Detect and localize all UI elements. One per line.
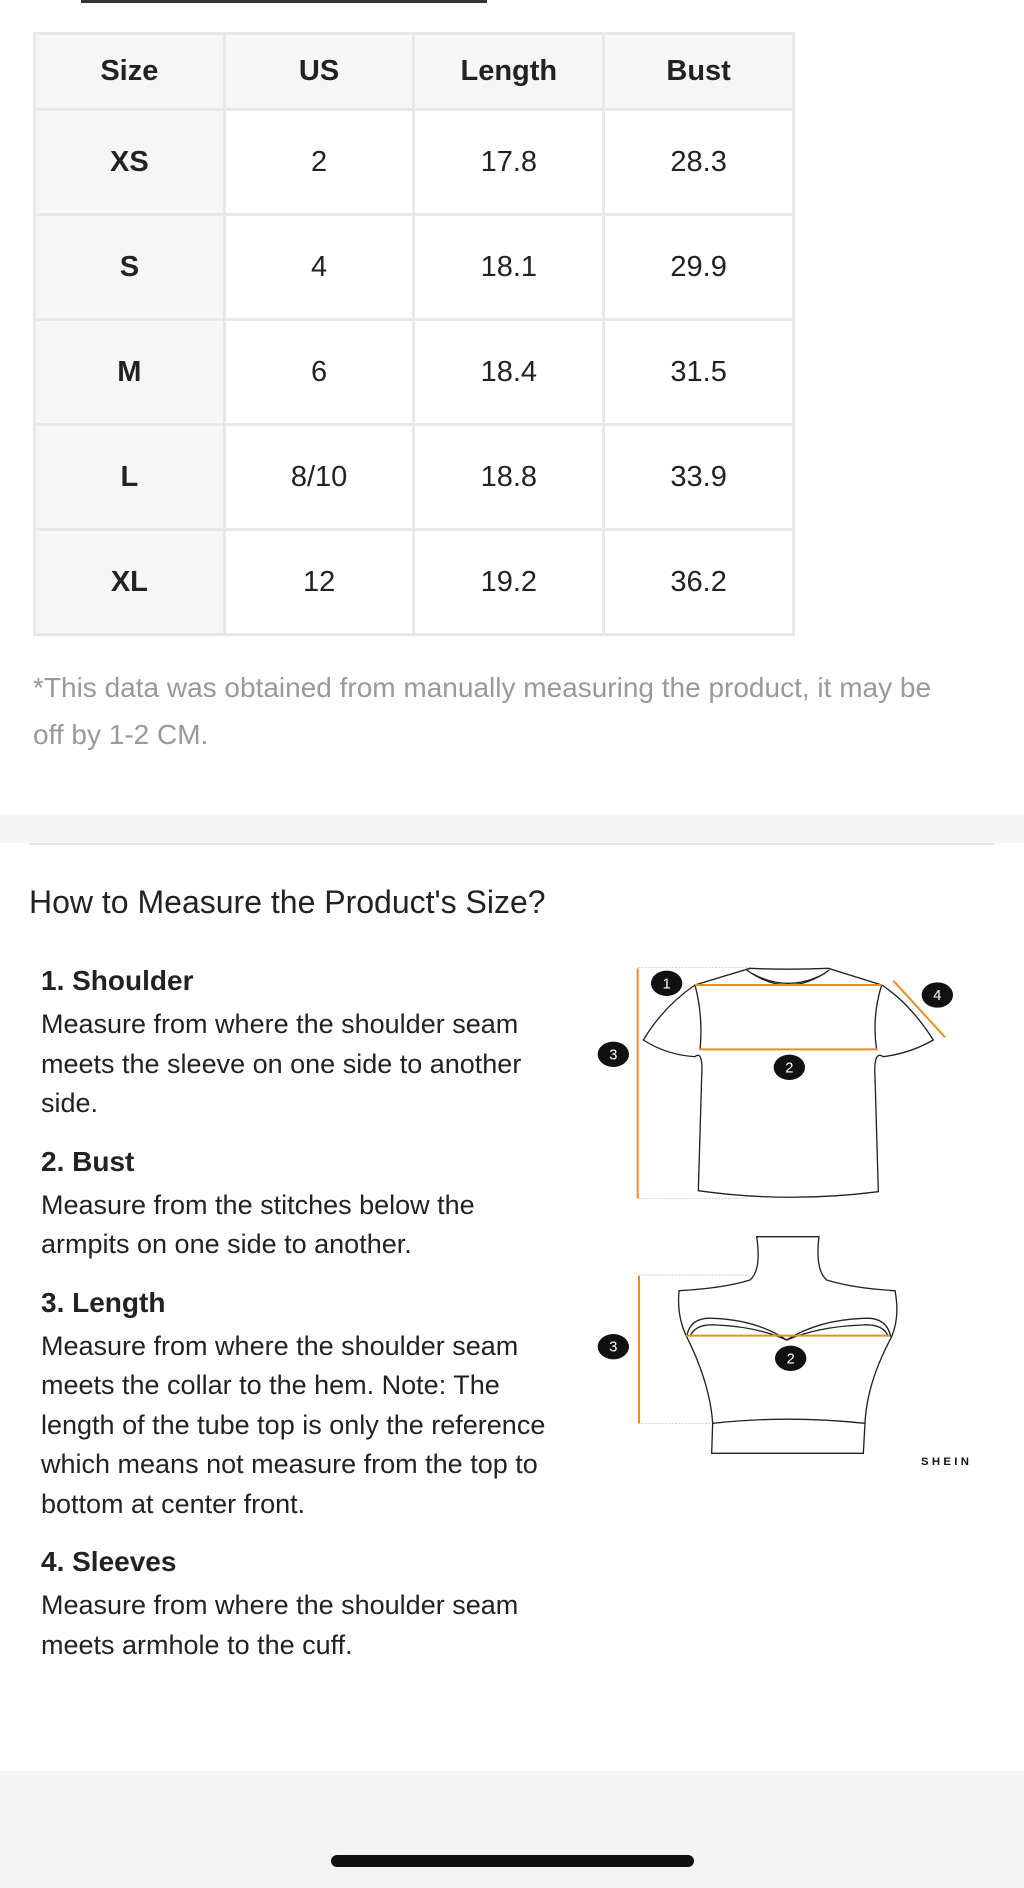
header-length: Length bbox=[412, 32, 606, 111]
marker-number: 2 bbox=[787, 1351, 795, 1367]
marker-number: 1 bbox=[663, 976, 671, 992]
step-text: Measure from where the shoulder seam mee… bbox=[41, 1590, 519, 1660]
tshirt-illustration bbox=[638, 967, 935, 1199]
cell-us: 4 bbox=[222, 213, 416, 321]
step-text: Measure from where the shoulder seam mee… bbox=[41, 1009, 522, 1118]
table-row: XS 2 17.8 28.3 bbox=[33, 108, 795, 216]
section-divider bbox=[0, 815, 1024, 843]
table-row: S 4 18.1 29.9 bbox=[33, 213, 795, 321]
step-title: 1. Shoulder bbox=[41, 965, 194, 996]
home-indicator[interactable] bbox=[331, 1855, 694, 1867]
marker-1-badge: 1 bbox=[651, 970, 683, 996]
step-sleeves: 4. Sleeves Measure from where the shoulde… bbox=[41, 1546, 561, 1665]
marker-4-badge: 4 bbox=[921, 982, 953, 1008]
table-row: XL 12 19.2 36.2 bbox=[33, 528, 795, 636]
cell-us: 2 bbox=[222, 108, 416, 216]
cell-length: 18.1 bbox=[412, 213, 606, 321]
sleeve-line bbox=[892, 979, 946, 1039]
section-title: How to Measure the Product's Size? bbox=[29, 884, 546, 920]
step-shoulder: 1. Shoulder Measure from where the should… bbox=[41, 965, 561, 1124]
table-header-row: Size US Length Bust bbox=[33, 32, 795, 111]
table-row: M 6 18.4 31.5 bbox=[33, 318, 795, 426]
step-text: Measure from the stitches below the armp… bbox=[41, 1189, 475, 1260]
brand-logo: SHEIN bbox=[921, 1456, 972, 1468]
header-size: Size bbox=[33, 32, 226, 111]
step-text: Measure from where the shoulder seam mee… bbox=[41, 1330, 546, 1519]
table-row: L 8/10 18.8 33.9 bbox=[33, 423, 795, 531]
cell-us: 8/10 bbox=[222, 423, 416, 531]
divider-line bbox=[29, 843, 995, 845]
marker-2-badge: 2 bbox=[775, 1345, 807, 1371]
cell-us: 6 bbox=[222, 318, 416, 426]
footer-area bbox=[0, 1771, 1024, 1888]
header-bust: Bust bbox=[602, 32, 795, 111]
step-length: 3. Length Measure from where the shoulder… bbox=[41, 1287, 561, 1525]
cell-length: 18.8 bbox=[412, 423, 606, 531]
cell-size: S bbox=[33, 213, 226, 321]
cell-us: 12 bbox=[222, 528, 416, 636]
step-title: 4. Sleeves bbox=[41, 1546, 177, 1577]
tubetop-illustration bbox=[638, 1236, 898, 1454]
size-table: Size US Length Bust XS 2 17.8 28.3 S 4 18.1 29.… bbox=[33, 32, 795, 636]
cell-bust: 31.5 bbox=[602, 318, 795, 426]
measure-steps: 1. Shoulder Measure from where the should… bbox=[41, 965, 561, 1687]
step-bust: 2. Bust Measure from the stitches below t… bbox=[41, 1146, 561, 1265]
step-title: 2. Bust bbox=[41, 1145, 135, 1177]
cell-bust: 36.2 bbox=[602, 528, 795, 636]
cell-bust: 33.9 bbox=[602, 423, 795, 531]
cell-length: 17.8 bbox=[412, 108, 606, 216]
cell-size: M bbox=[33, 318, 226, 426]
marker-3-badge: 3 bbox=[597, 1041, 629, 1067]
cell-size: L bbox=[33, 423, 226, 531]
marker-number: 2 bbox=[785, 1060, 793, 1076]
cell-length: 18.4 bbox=[412, 318, 606, 426]
marker-2-badge: 2 bbox=[773, 1054, 805, 1080]
measurement-diagram: 1 2 3 4 3 2 SHEIN bbox=[597, 967, 972, 1468]
cell-size: XS bbox=[33, 108, 226, 216]
marker-3-badge: 3 bbox=[597, 1334, 629, 1360]
cell-bust: 28.3 bbox=[602, 108, 795, 216]
step-title: 3. Length bbox=[41, 1286, 166, 1318]
cell-length: 19.2 bbox=[412, 528, 606, 636]
cell-size: XL bbox=[33, 528, 226, 636]
marker-number: 3 bbox=[609, 1340, 617, 1356]
measurement-note: *This data was obtained from manually me… bbox=[33, 672, 932, 750]
tab-underline bbox=[81, 0, 487, 3]
marker-number: 4 bbox=[933, 988, 941, 1004]
header-us: US bbox=[222, 32, 416, 111]
marker-number: 3 bbox=[609, 1047, 617, 1063]
cell-bust: 29.9 bbox=[602, 213, 795, 321]
